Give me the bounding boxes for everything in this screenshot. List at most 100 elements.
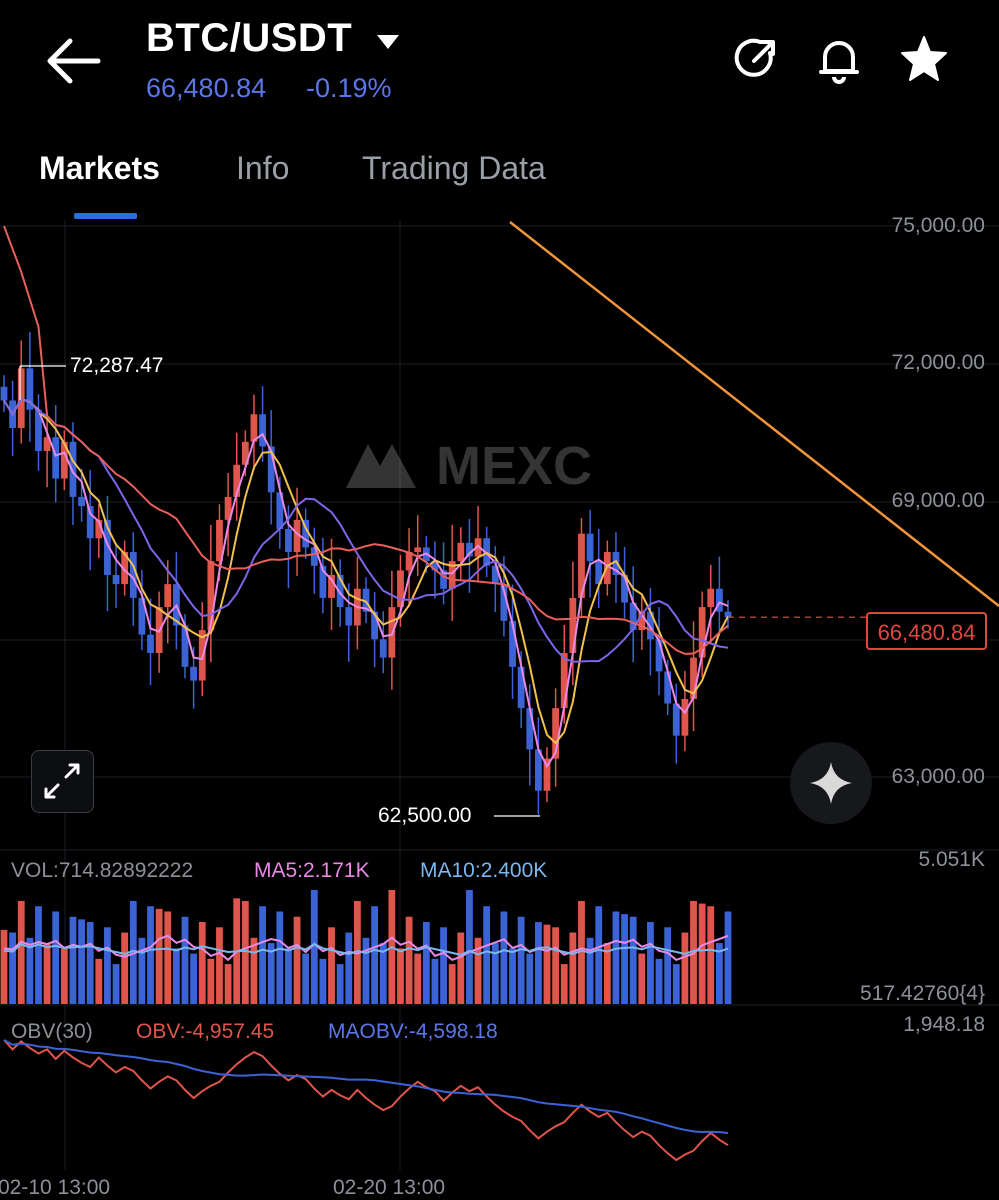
candle-body (267, 446, 275, 493)
volume-bar (698, 903, 706, 1004)
candle-body (664, 671, 672, 704)
volume-bar (595, 906, 603, 1004)
candle-body (310, 547, 318, 566)
volume-max-label: 5.051K (918, 848, 985, 871)
candle-body (371, 611, 379, 640)
volume-bar (655, 958, 663, 1004)
sparkle-icon (810, 762, 852, 804)
low-price-label: 62,500.00 (378, 804, 472, 827)
candle-body (336, 574, 344, 608)
candle-body (69, 441, 77, 497)
back-arrow-icon[interactable] (40, 28, 106, 94)
volume-bar (43, 943, 51, 1004)
active-tab-indicator (74, 213, 137, 219)
volume-bar (474, 937, 482, 1004)
volume-bar (0, 929, 8, 1004)
candle-body (129, 552, 137, 598)
volume-bar (267, 943, 275, 1004)
volume-bar (405, 916, 413, 1004)
candlestick-chart[interactable] (0, 220, 999, 1200)
volume-bar (534, 922, 542, 1004)
volume-bar (629, 916, 637, 1004)
volume-bar (181, 916, 189, 1004)
volume-bar (448, 964, 456, 1004)
volume-bar (466, 890, 473, 1004)
volume-bar (707, 906, 715, 1004)
volume-bar (276, 911, 284, 1004)
volume-bar (560, 964, 568, 1004)
volume-bar (78, 919, 85, 1004)
volume-bar (129, 900, 137, 1004)
ai-assistant-button[interactable] (790, 742, 872, 824)
candle-body (104, 519, 111, 575)
bell-icon[interactable] (813, 33, 865, 85)
price-axis-label: 69,000.00 (891, 489, 985, 512)
candle-body (457, 542, 465, 562)
volume-bar (35, 906, 42, 1004)
candle-body (78, 496, 85, 507)
candle-body (52, 437, 60, 479)
candle-body (560, 653, 568, 709)
candle-body (629, 602, 637, 631)
volume-bar (17, 900, 25, 1004)
candle-body (362, 588, 370, 612)
fullscreen-button[interactable] (31, 750, 94, 813)
candle-body (138, 597, 146, 635)
ma-line-slow (3, 225, 729, 655)
volume-bar (414, 953, 422, 1004)
volume-bar (336, 964, 344, 1004)
candle-body (147, 634, 154, 654)
candle-body (285, 529, 292, 553)
trend-line (509, 221, 999, 607)
volume-bar (60, 948, 68, 1004)
maobv-line (3, 1039, 729, 1134)
volume-bar (328, 927, 335, 1004)
volume-bar (603, 943, 611, 1004)
volume-bar (52, 911, 60, 1004)
ma-line-medium (3, 397, 729, 745)
candle-body (543, 758, 551, 791)
star-icon[interactable] (898, 33, 950, 85)
candle-body (509, 620, 516, 667)
watermark-text: MEXC (436, 436, 592, 490)
volume-bar (86, 922, 94, 1004)
tab-trading-data[interactable]: Trading Data (362, 150, 546, 186)
dropdown-caret-icon[interactable] (375, 31, 401, 53)
volume-bar (190, 953, 198, 1004)
candle-body (276, 492, 284, 530)
mexc-logo-watermark: MEXC (346, 436, 592, 490)
volume-bar (509, 948, 516, 1004)
candle-body (655, 639, 663, 672)
volume-bar (491, 943, 499, 1004)
candle-body (112, 574, 120, 585)
candle-body (672, 703, 680, 736)
volume-bar (724, 911, 732, 1004)
volume-min-label: 517.42760{4} (860, 982, 985, 1005)
volume-bar (543, 924, 551, 1004)
share-refresh-icon[interactable] (730, 33, 782, 85)
volume-bar (647, 922, 654, 1004)
price-change: -0.19% (306, 73, 392, 103)
volume-ma10-label: MA10:2.400K (420, 859, 548, 882)
candle-body (328, 574, 335, 598)
candle-body (216, 519, 223, 562)
candle-body (690, 657, 697, 699)
candle-body (26, 368, 34, 410)
volume-bar (26, 937, 34, 1004)
maobv-value-label: MAOBV:-4,598.18 (328, 1020, 498, 1043)
pair-title[interactable]: BTC/USDT (146, 16, 353, 60)
volume-bar (431, 958, 439, 1004)
volume-bar (345, 932, 353, 1004)
candle-body (534, 749, 542, 791)
tab-info[interactable]: Info (236, 150, 290, 186)
volume-bar (104, 927, 111, 1004)
time-axis-label: 02-10 13:00 (0, 1176, 111, 1199)
candle-body (207, 561, 215, 631)
volume-bar (457, 932, 465, 1004)
candle-body (440, 570, 447, 589)
volume-bar (241, 900, 249, 1004)
tab-markets[interactable]: Markets (39, 150, 160, 186)
volume-bar (612, 911, 620, 1004)
volume-bar (172, 948, 180, 1004)
candle-body (241, 441, 249, 465)
